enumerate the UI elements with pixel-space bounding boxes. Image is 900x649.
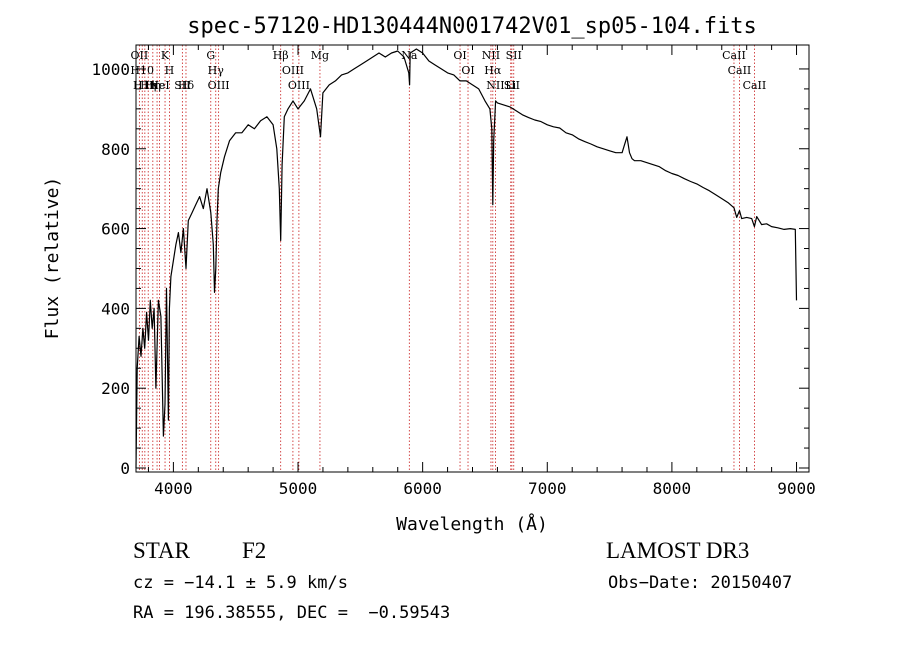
spectral-line-label: NII	[482, 49, 500, 62]
y-tick-label: 1000	[91, 60, 130, 79]
spectral-line-label: G	[206, 49, 215, 62]
y-tick-label: 400	[101, 299, 130, 318]
spectral-line-label: CaII	[743, 79, 767, 92]
x-tick-label: 8000	[653, 479, 692, 498]
survey-name: LAMOST DR3	[606, 538, 750, 563]
spectral-line-markers	[138, 45, 755, 472]
x-tick-label: 6000	[403, 479, 442, 498]
spectral-line-label: Hα	[484, 64, 502, 77]
spectral-subclass: F2	[242, 538, 267, 563]
ra-dec-coordinates: RA = 196.38555, DEC = −0.59543	[133, 603, 451, 623]
spectral-line-label: Hδ	[178, 79, 195, 92]
spectral-line-labels: OIIH10H11HηHηNeHeIKHSIIHδGHγOIIIHβOIIIOI…	[130, 49, 766, 92]
spectral-line-label: CaII	[728, 64, 752, 77]
observation-date: Obs−Date: 20150407	[608, 573, 793, 593]
x-axis: 4000 5000 6000 7000 8000 9000	[147, 45, 816, 498]
plot-frame	[135, 44, 810, 473]
spectral-line-label: Na	[401, 49, 418, 62]
y-tick-label: 600	[101, 220, 130, 239]
spectral-line-label: H10	[130, 64, 154, 77]
y-tick-label: 200	[101, 379, 130, 398]
spectral-line-label: Li	[505, 79, 516, 92]
y-tick-label: 800	[101, 140, 130, 159]
object-class: STAR	[133, 538, 190, 563]
spectral-line-label: OI	[453, 49, 466, 62]
spectral-line-label: Mg	[311, 49, 329, 62]
spectral-line-label: H	[165, 64, 175, 77]
spectral-line-label: K	[161, 49, 170, 62]
spectral-line-label: CaII	[722, 49, 746, 62]
spectral-line-label: Hγ	[208, 64, 225, 77]
x-tick-label: 9000	[777, 479, 816, 498]
spectral-line-label: NII	[486, 79, 504, 92]
spectral-line-label: Hη	[145, 79, 161, 92]
y-axis-label: Flux (relative)	[42, 177, 63, 340]
x-tick-label: 4000	[154, 479, 193, 498]
spectral-line-label: Hη	[140, 79, 156, 92]
x-axis-label: Wavelength (Å)	[396, 513, 548, 535]
spectral-line-label: HeI	[149, 79, 169, 92]
x-tick-label: 7000	[528, 479, 567, 498]
redshift-velocity: cz = −14.1 ± 5.9 km/s	[133, 573, 348, 593]
spectral-line-label: SII	[506, 49, 522, 62]
spectral-line-label: SII	[504, 79, 520, 92]
spectral-line-label: OII	[131, 49, 149, 62]
spectral-line-label: OIII	[282, 64, 304, 77]
spectral-line-label: SII	[174, 79, 190, 92]
spectral-line-label: OI	[461, 64, 474, 77]
spectral-line-label: OIII	[208, 79, 230, 92]
chart-title: spec-57120-HD130444N001742V01_sp05-104.f…	[187, 14, 757, 39]
y-tick-label: 0	[120, 459, 130, 478]
y-axis: 0 200 400 600 800 1000	[91, 60, 809, 478]
spectrum-line	[135, 48, 798, 469]
spectral-line-label: Ne	[149, 79, 165, 92]
spectral-line-label: OIII	[288, 79, 310, 92]
spectral-line-label: Hβ	[273, 49, 289, 62]
x-tick-label: 5000	[279, 479, 318, 498]
